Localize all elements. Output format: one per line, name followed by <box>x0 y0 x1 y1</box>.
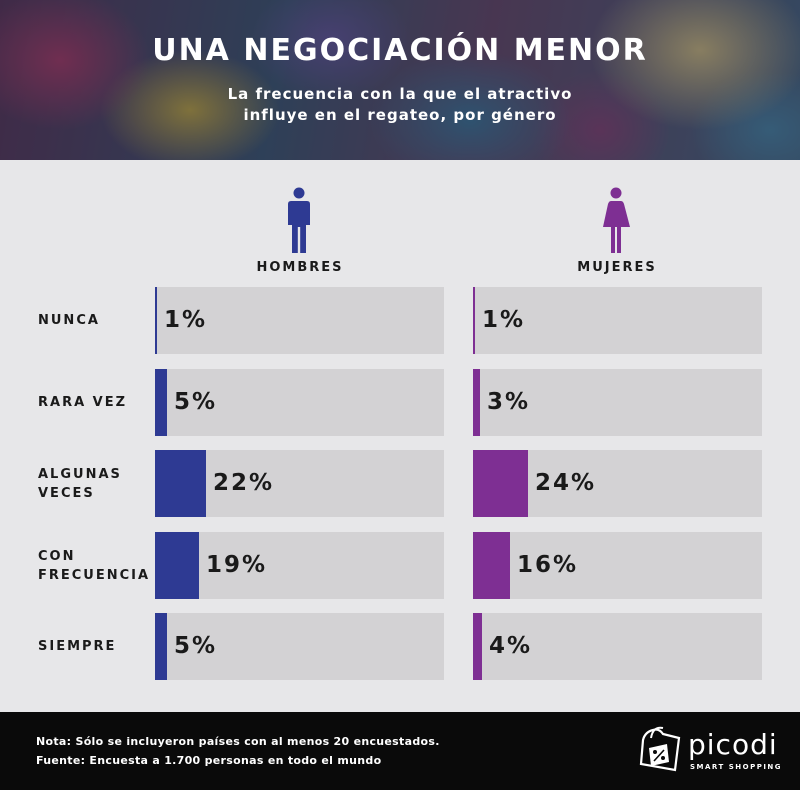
bar-track-women: 1% <box>473 287 762 354</box>
shopping-bag-percent-icon <box>639 726 681 772</box>
chart-subtitle: La frecuencia con la que el atractivo in… <box>0 84 800 126</box>
category-label-line: VECES <box>38 485 95 501</box>
bar-track-men: 22% <box>155 450 444 517</box>
bar-track-women: 3% <box>473 369 762 436</box>
bar-men <box>155 450 206 517</box>
woman-icon <box>603 187 630 253</box>
header-banner: UNA NEGOCIACIÓN MENOR La frecuencia con … <box>0 0 800 160</box>
data-label-women: 16% <box>517 552 579 578</box>
data-label-women: 24% <box>535 470 597 496</box>
data-label-women: 1% <box>482 307 526 333</box>
footer: Nota: Sólo se incluyeron países con al m… <box>0 712 800 790</box>
bar-track-men: 5% <box>155 613 444 680</box>
man-icon <box>288 187 310 253</box>
bar-men <box>155 287 157 354</box>
brand-name: picodi <box>688 728 778 761</box>
data-label-men: 5% <box>174 633 218 659</box>
bar-track-men: 19% <box>155 532 444 599</box>
bar-track-women: 16% <box>473 532 762 599</box>
bar-women <box>473 532 510 599</box>
category-label: NUNCA <box>38 311 100 330</box>
category-label: CON FRECUENCIA <box>38 547 150 585</box>
bar-track-women: 4% <box>473 613 762 680</box>
category-label-line: SIEMPRE <box>38 639 117 654</box>
category-label-line: FRECUENCIA <box>38 567 151 583</box>
chart-title: UNA NEGOCIACIÓN MENOR <box>152 33 648 68</box>
subtitle-line-1: La frecuencia con la que el atractivo <box>227 85 573 103</box>
footer-note: Nota: Sólo se incluyeron países con al m… <box>36 735 440 748</box>
bar-track-men: 1% <box>155 287 444 354</box>
bar-men <box>155 532 199 599</box>
header-overlay <box>0 0 800 160</box>
bar-men <box>155 613 167 680</box>
bar-track-men: 5% <box>155 369 444 436</box>
bar-track-women: 24% <box>473 450 762 517</box>
category-label-line: ALGUNAS <box>38 466 122 482</box>
column-label-women: MUJERES <box>577 260 657 275</box>
data-label-women: 4% <box>489 633 533 659</box>
category-label: RARA VEZ <box>38 393 127 412</box>
category-label-line: CON <box>38 548 76 564</box>
data-label-women: 3% <box>487 389 531 415</box>
data-label-men: 22% <box>213 470 275 496</box>
category-label: ALGUNAS VECES <box>38 465 122 503</box>
bar-women <box>473 450 528 517</box>
data-label-men: 1% <box>164 307 208 333</box>
bar-men <box>155 369 167 436</box>
column-label-men: HOMBRES <box>256 260 344 275</box>
data-label-men: 19% <box>206 552 268 578</box>
category-label-line: NUNCA <box>38 313 100 328</box>
bar-women <box>473 287 475 354</box>
bar-women <box>473 613 482 680</box>
brand-tagline: SMART SHOPPING <box>690 763 783 771</box>
data-label-men: 5% <box>174 389 218 415</box>
footer-source: Fuente: Encuesta a 1.700 personas en tod… <box>36 754 382 767</box>
category-label: SIEMPRE <box>38 637 116 656</box>
category-label-line: RARA VEZ <box>38 395 128 410</box>
subtitle-line-2: influye en el regateo, por género <box>243 106 557 124</box>
bar-women <box>473 369 480 436</box>
